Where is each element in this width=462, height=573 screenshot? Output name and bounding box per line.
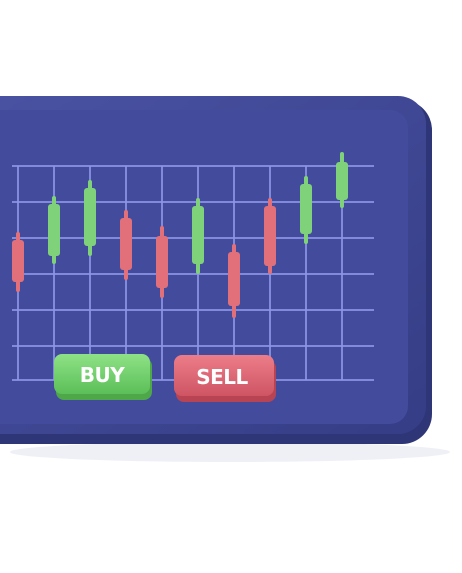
- candle-body: [84, 188, 96, 246]
- sell-button-label: SELL: [196, 365, 248, 389]
- candle-body: [264, 206, 276, 266]
- bearish-candle: [156, 226, 168, 298]
- bearish-candle: [228, 244, 240, 318]
- bullish-candle: [192, 198, 204, 274]
- candle-body: [336, 162, 348, 200]
- candle-body: [12, 240, 24, 282]
- bearish-candle: [12, 232, 24, 292]
- candle-body: [300, 184, 312, 234]
- bullish-candle: [84, 180, 96, 256]
- candle-body: [120, 218, 132, 270]
- buy-button-label: BUY: [80, 363, 125, 387]
- candlestick-chart: [12, 152, 348, 318]
- bearish-candle: [120, 210, 132, 280]
- bullish-candle: [336, 152, 348, 208]
- bearish-candle: [264, 198, 276, 274]
- sell-button[interactable]: SELL: [174, 355, 276, 402]
- buy-button[interactable]: BUY: [54, 354, 152, 400]
- bullish-candle: [300, 176, 312, 244]
- candle-body: [192, 206, 204, 264]
- device-shadow: [10, 442, 450, 462]
- bullish-candle: [48, 196, 60, 264]
- candle-body: [228, 252, 240, 306]
- candle-body: [156, 236, 168, 288]
- candle-body: [48, 204, 60, 256]
